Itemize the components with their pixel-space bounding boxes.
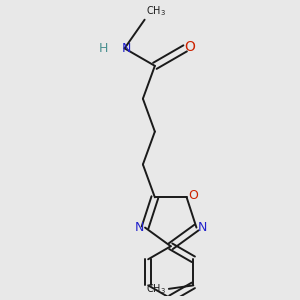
Text: H: H [99,42,109,55]
Text: O: O [188,189,198,202]
Text: O: O [184,40,195,54]
Text: N: N [122,42,131,55]
Text: CH$_3$: CH$_3$ [146,282,166,296]
Text: N: N [197,221,207,234]
Text: CH$_3$: CH$_3$ [146,4,166,18]
Text: N: N [135,221,144,234]
